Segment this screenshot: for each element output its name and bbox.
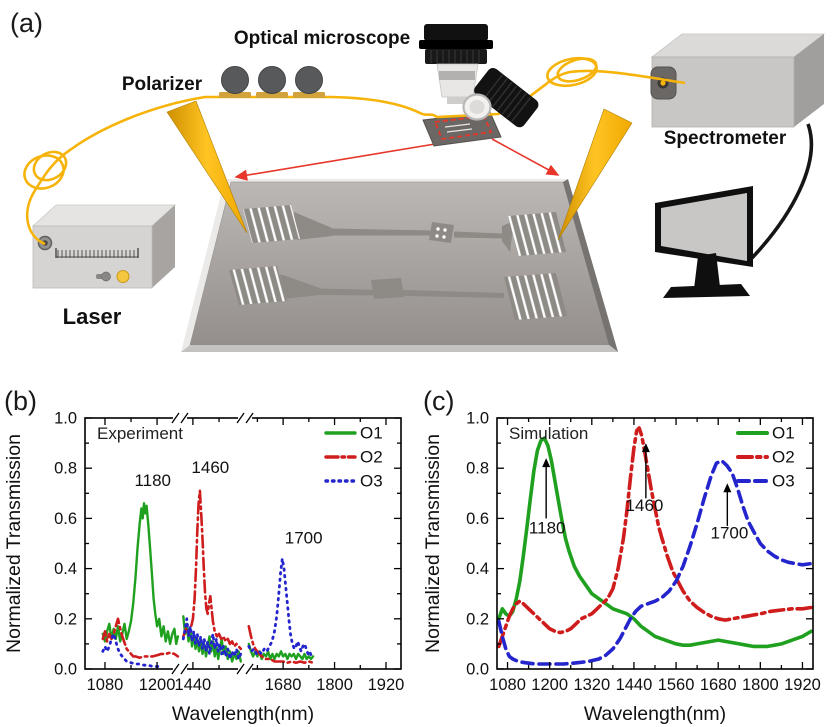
chip-zoom: [181, 179, 618, 352]
series-O2: [497, 426, 813, 649]
grating-coupler: [243, 205, 300, 243]
x-tick-label: 1200: [139, 676, 176, 694]
y-tick-label: 0.6: [54, 510, 77, 528]
y-tick-label: 0.6: [466, 510, 489, 528]
panel-a-label: (a): [10, 8, 43, 38]
pointer-arrow-left: [234, 142, 442, 181]
y-tick-label: 0.0: [54, 661, 77, 679]
laser-unit: [31, 204, 177, 289]
y-tick-label: 0.8: [54, 460, 77, 478]
spectrometer-unit: [650, 33, 826, 128]
x-tick-label: 1920: [368, 676, 405, 694]
peak-annotation: 1700: [285, 529, 323, 548]
series-O3: [497, 458, 813, 666]
chip-face: [189, 181, 610, 346]
x-tick-label: 1320: [573, 676, 610, 694]
grating-coupler: [508, 212, 566, 256]
y-tick-label: 0.4: [54, 560, 77, 578]
legend-label: O3: [772, 472, 795, 491]
peak-annotation: 1180: [134, 471, 171, 490]
inside-label: Simulation: [509, 424, 588, 443]
waveguide-device-1: [243, 205, 566, 256]
y-tick-label: 0.0: [466, 661, 489, 679]
monitor-base: [663, 284, 750, 298]
legend-label: O1: [360, 424, 383, 443]
x-axis-label: Wavelength(nm): [584, 703, 726, 725]
x-tick-label: 1680: [265, 676, 302, 694]
x-tick-label: 1440: [616, 676, 653, 694]
series-O3: [101, 557, 315, 668]
optical-fiber: [23, 56, 686, 246]
laser-button: [116, 270, 130, 283]
legend-label: O2: [772, 448, 795, 467]
peak-annotation: 1180: [529, 518, 566, 537]
axis-break: [172, 664, 187, 674]
legend-label: O2: [360, 448, 383, 467]
x-tick-label: 1200: [531, 676, 568, 694]
x-tick-label: 1080: [489, 676, 526, 694]
x-tick-label: 1920: [784, 676, 821, 694]
axis-break: [172, 413, 187, 423]
y-tick-label: 1.0: [466, 410, 489, 428]
fiber-path: [25, 69, 686, 246]
axis-break: [238, 413, 253, 423]
chip-edge-front: [181, 345, 618, 352]
grating-coupler: [504, 273, 567, 320]
monitor-stand: [694, 253, 720, 289]
inside-label: Experiment: [97, 424, 183, 443]
panel-b-label: (b): [4, 386, 37, 416]
highlight-dashed-rect: [433, 115, 493, 140]
y-tick-label: 0.2: [466, 610, 489, 628]
x-tick-label: 1680: [700, 676, 737, 694]
laser-label: Laser: [63, 304, 122, 329]
polarizer-paddle: [258, 66, 286, 94]
peak-annotation: 1460: [626, 496, 664, 515]
y-axis-label: Normalized Transmission: [422, 434, 444, 653]
optical-microscope-label: Optical microscope: [234, 28, 410, 49]
y-tick-label: 1.0: [54, 410, 77, 428]
fiber-probe-right: [557, 108, 633, 241]
laser-scale-ticks: [57, 250, 135, 258]
waveguide-device-2: [229, 266, 567, 320]
y-tick-label: 0.2: [54, 610, 77, 628]
monitor-screen: [661, 193, 747, 261]
peak-annotation: 1700: [711, 523, 749, 542]
polarizer-paddles: [219, 66, 325, 98]
polarizer-label: Polarizer: [122, 74, 203, 95]
x-axis-label: Wavelength(nm): [172, 703, 314, 725]
y-axis-label: Normalized Transmission: [3, 434, 25, 653]
y-tick-label: 0.4: [466, 560, 489, 578]
series-O1: [101, 502, 315, 663]
spectrometer-label: Spectrometer: [664, 128, 787, 149]
simulation-chart: 1080 1200 1320 1440 1560 1680 1800 1920 0.0 0.2 0.…: [422, 410, 821, 726]
x-tick-label: 1800: [742, 676, 779, 694]
pointer-arrows: [234, 138, 560, 181]
grating-coupler: [229, 266, 287, 305]
monitor-cable: [749, 123, 814, 261]
x-tick-label: 1440: [175, 676, 212, 694]
pointer-arrow-right: [491, 138, 560, 176]
x-tick-label: 1560: [658, 676, 695, 694]
chip-edge-right: [563, 179, 618, 352]
camera-barrel: [474, 67, 539, 128]
series-O1: [497, 436, 813, 649]
x-tick-label: 1800: [316, 676, 353, 694]
polarizer-paddle: [295, 66, 323, 94]
polarizer-paddle: [221, 66, 249, 94]
axis-break: [238, 664, 253, 674]
monitor: [655, 186, 753, 298]
legend-label: O1: [772, 424, 795, 443]
panel-c-label: (c): [423, 386, 455, 416]
legend-label: O3: [360, 472, 383, 491]
sample-chip-small: [422, 111, 502, 147]
x-tick-label: 1080: [87, 676, 124, 694]
objective-lens: [436, 63, 479, 98]
optical-microscope: [419, 24, 493, 104]
y-tick-label: 0.8: [466, 460, 489, 478]
setup-diagram: Optical microscope Polarizer Laser Spect…: [23, 24, 826, 352]
peak-annotation: 1460: [191, 458, 229, 477]
fiber-probe-left: [166, 100, 248, 234]
experiment-chart: 1080 1200 1440 1680 1800 1920 0.0 0.2 0.4 0.6 0.8 1…: [3, 410, 405, 726]
